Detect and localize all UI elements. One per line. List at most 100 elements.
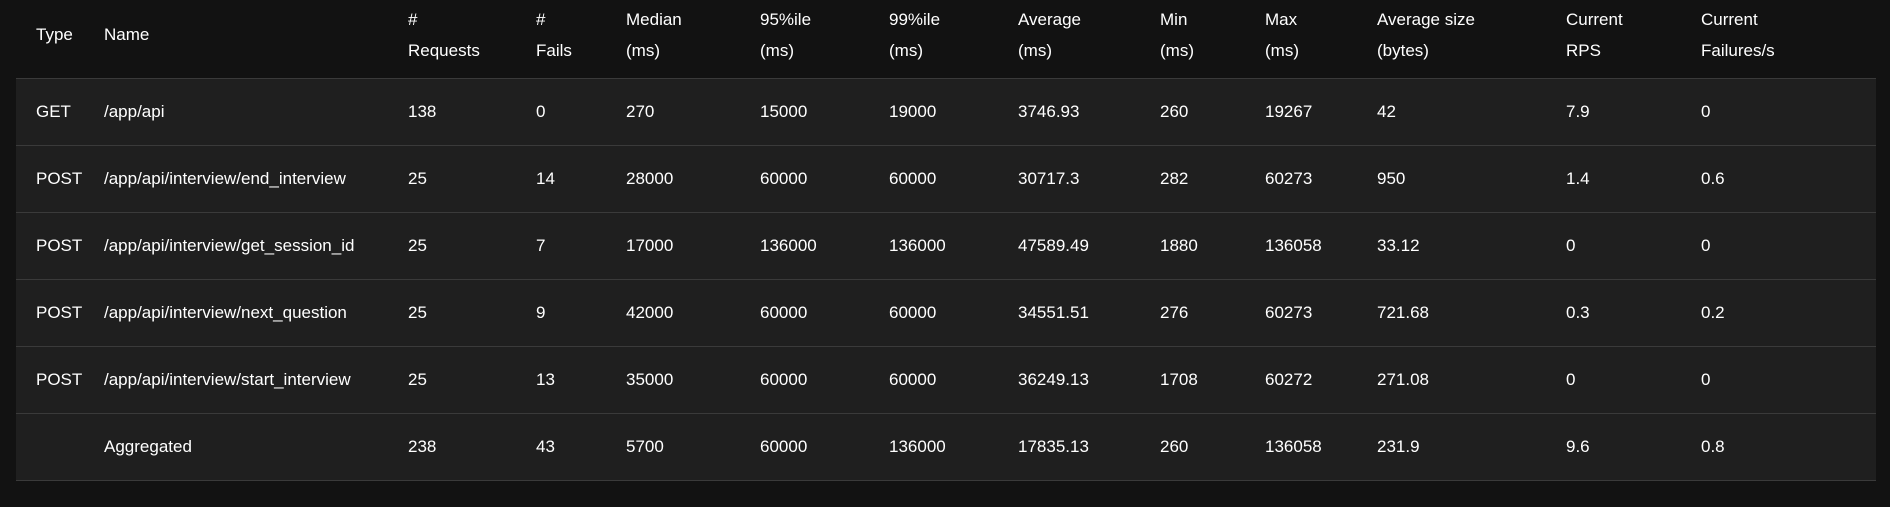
cell-average-size: 33.12	[1377, 212, 1566, 280]
cell-average: 34551.51	[1018, 279, 1160, 347]
cell-95ile: 15000	[760, 78, 889, 146]
cell-type	[16, 413, 104, 481]
cell-max: 19267	[1265, 78, 1377, 146]
cell-name: /app/api/interview/get_session_id	[104, 212, 408, 280]
column-header-average[interactable]: Average (ms)	[1018, 0, 1160, 79]
cell-fails: 7	[536, 212, 626, 280]
cell-median: 5700	[626, 413, 760, 481]
cell-fails: 0	[536, 78, 626, 146]
cell-current-rps: 1.4	[1566, 145, 1701, 213]
column-header-95ile[interactable]: 95%ile (ms)	[760, 0, 889, 79]
cell-average: 47589.49	[1018, 212, 1160, 280]
cell-current-failures: 0.8	[1701, 413, 1876, 481]
cell-max: 60273	[1265, 279, 1377, 347]
cell-min: 260	[1160, 413, 1265, 481]
cell-type: POST	[16, 212, 104, 280]
cell-average-size: 42	[1377, 78, 1566, 146]
cell-99ile: 60000	[889, 346, 1018, 414]
cell-99ile: 136000	[889, 212, 1018, 280]
cell-name: /app/api/interview/start_interview	[104, 346, 408, 414]
column-header-type[interactable]: Type	[16, 0, 104, 79]
cell-median: 17000	[626, 212, 760, 280]
table-row: POST /app/api/interview/start_interview …	[16, 346, 1876, 414]
table-row: POST /app/api/interview/end_interview 25…	[16, 145, 1876, 213]
cell-name: Aggregated	[104, 413, 408, 481]
cell-current-rps: 0.3	[1566, 279, 1701, 347]
table-header-row: Type Name # Requests # Fails Median (ms) 95…	[16, 0, 1876, 79]
cell-type: GET	[16, 78, 104, 146]
cell-fails: 9	[536, 279, 626, 347]
cell-99ile: 19000	[889, 78, 1018, 146]
cell-min: 282	[1160, 145, 1265, 213]
column-header-current-rps[interactable]: Current RPS	[1566, 0, 1701, 79]
column-header-max[interactable]: Max (ms)	[1265, 0, 1377, 79]
cell-current-failures: 0.2	[1701, 279, 1876, 347]
statistics-table: Type Name # Requests # Fails Median (ms) 95…	[16, 0, 1876, 481]
cell-current-failures: 0	[1701, 212, 1876, 280]
cell-current-rps: 0	[1566, 212, 1701, 280]
cell-fails: 14	[536, 145, 626, 213]
cell-95ile: 60000	[760, 413, 889, 481]
cell-average: 36249.13	[1018, 346, 1160, 414]
column-header-average-size[interactable]: Average size (bytes)	[1377, 0, 1566, 79]
request-statistics-panel: Type Name # Requests # Fails Median (ms) 95…	[16, 0, 1876, 481]
cell-name: /app/api	[104, 78, 408, 146]
cell-requests: 25	[408, 145, 536, 213]
column-header-fails[interactable]: # Fails	[536, 0, 626, 79]
cell-average-size: 271.08	[1377, 346, 1566, 414]
cell-average: 30717.3	[1018, 145, 1160, 213]
cell-current-rps: 9.6	[1566, 413, 1701, 481]
cell-current-failures: 0.6	[1701, 145, 1876, 213]
cell-95ile: 60000	[760, 279, 889, 347]
cell-average: 17835.13	[1018, 413, 1160, 481]
column-header-name[interactable]: Name	[104, 0, 408, 79]
cell-requests: 138	[408, 78, 536, 146]
cell-median: 35000	[626, 346, 760, 414]
cell-median: 270	[626, 78, 760, 146]
cell-median: 28000	[626, 145, 760, 213]
cell-name: /app/api/interview/next_question	[104, 279, 408, 347]
cell-requests: 25	[408, 279, 536, 347]
cell-current-rps: 7.9	[1566, 78, 1701, 146]
cell-average-size: 231.9	[1377, 413, 1566, 481]
cell-average-size: 721.68	[1377, 279, 1566, 347]
cell-max: 136058	[1265, 212, 1377, 280]
cell-current-failures: 0	[1701, 78, 1876, 146]
cell-fails: 13	[536, 346, 626, 414]
cell-requests: 238	[408, 413, 536, 481]
cell-average-size: 950	[1377, 145, 1566, 213]
cell-95ile: 60000	[760, 346, 889, 414]
cell-max: 136058	[1265, 413, 1377, 481]
cell-median: 42000	[626, 279, 760, 347]
cell-type: POST	[16, 145, 104, 213]
table-row: POST /app/api/interview/get_session_id 2…	[16, 212, 1876, 280]
cell-requests: 25	[408, 212, 536, 280]
cell-99ile: 60000	[889, 279, 1018, 347]
cell-min: 1708	[1160, 346, 1265, 414]
cell-fails: 43	[536, 413, 626, 481]
table-row: POST /app/api/interview/next_question 25…	[16, 279, 1876, 347]
cell-min: 276	[1160, 279, 1265, 347]
cell-current-failures: 0	[1701, 346, 1876, 414]
cell-99ile: 60000	[889, 145, 1018, 213]
cell-name: /app/api/interview/end_interview	[104, 145, 408, 213]
cell-99ile: 136000	[889, 413, 1018, 481]
column-header-99ile[interactable]: 99%ile (ms)	[889, 0, 1018, 79]
column-header-min[interactable]: Min (ms)	[1160, 0, 1265, 79]
column-header-median[interactable]: Median (ms)	[626, 0, 760, 79]
column-header-current-failures[interactable]: Current Failures/s	[1701, 0, 1876, 79]
cell-max: 60272	[1265, 346, 1377, 414]
cell-max: 60273	[1265, 145, 1377, 213]
cell-min: 260	[1160, 78, 1265, 146]
cell-current-rps: 0	[1566, 346, 1701, 414]
table-row: GET /app/api 138 0 270 15000 19000 3746.…	[16, 78, 1876, 146]
cell-95ile: 60000	[760, 145, 889, 213]
column-header-requests[interactable]: # Requests	[408, 0, 536, 79]
cell-type: POST	[16, 279, 104, 347]
cell-type: POST	[16, 346, 104, 414]
cell-95ile: 136000	[760, 212, 889, 280]
cell-min: 1880	[1160, 212, 1265, 280]
cell-average: 3746.93	[1018, 78, 1160, 146]
cell-requests: 25	[408, 346, 536, 414]
aggregated-row: Aggregated 238 43 5700 60000 136000 1783…	[16, 413, 1876, 481]
